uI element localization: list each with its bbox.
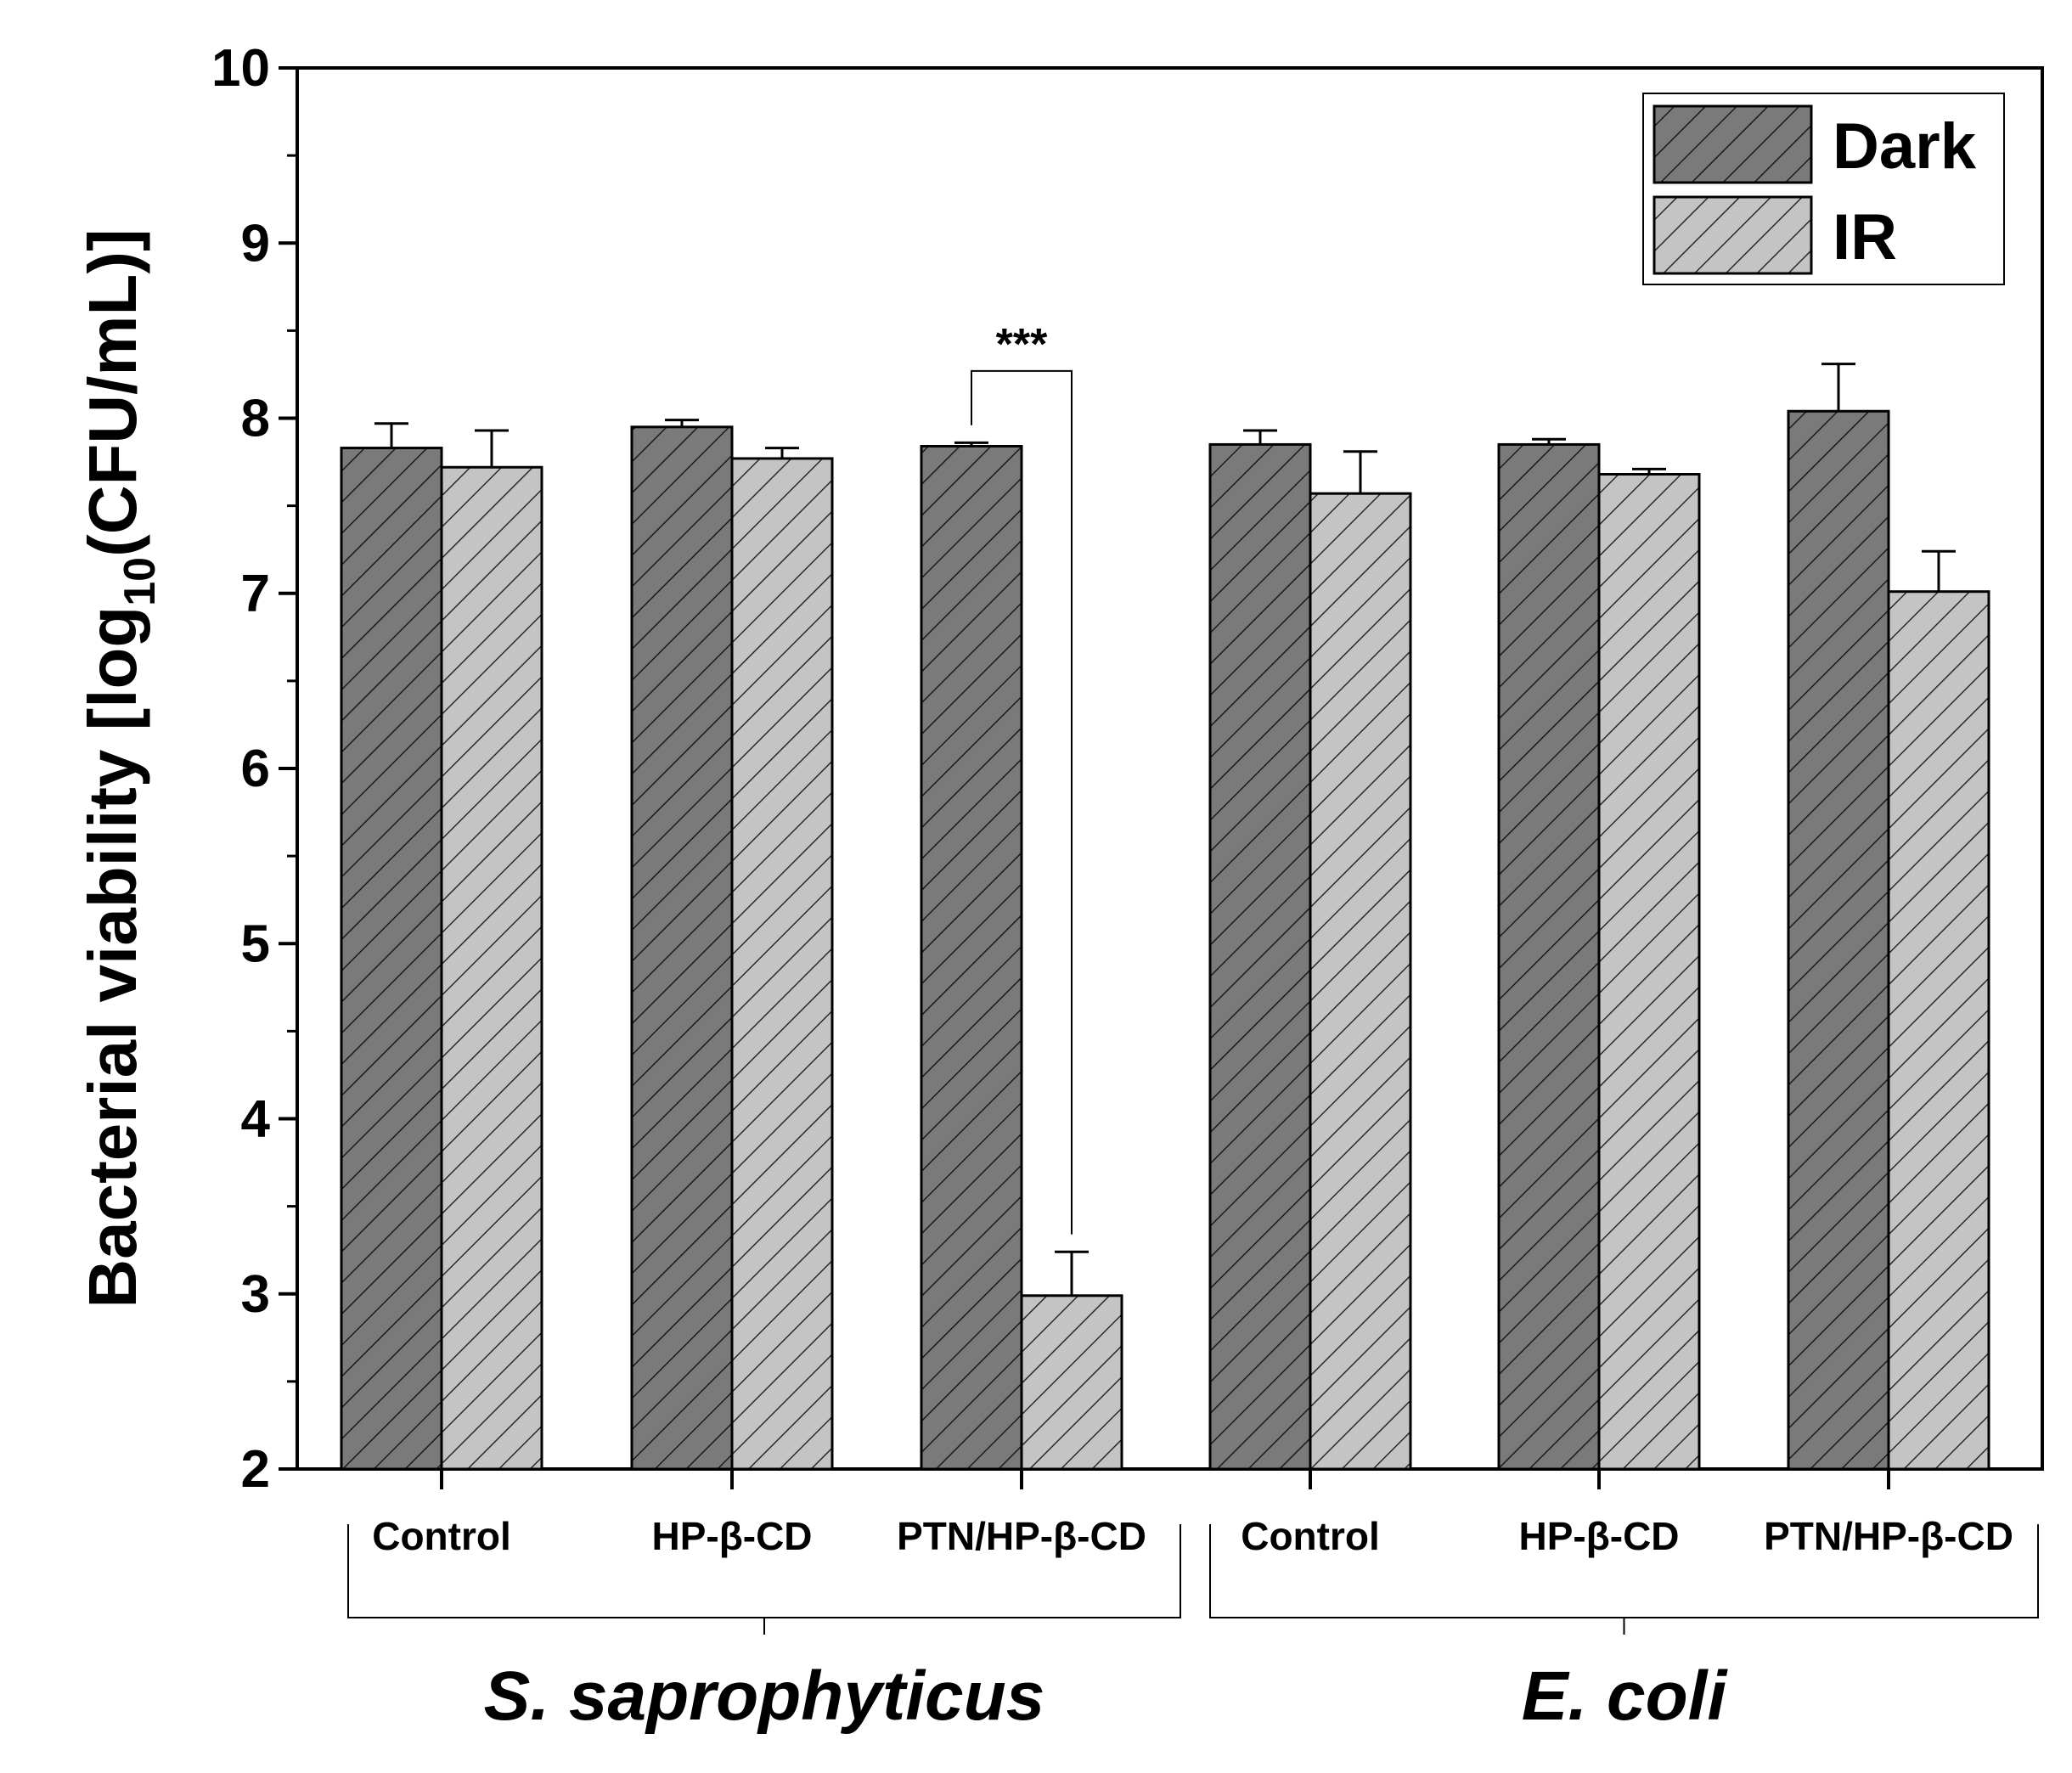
y-axis-title: Bacterial viability [log10(CFU/mL)] xyxy=(75,228,165,1308)
y-axis-title-suffix: (CFU/mL)] xyxy=(75,228,150,557)
bar-dark-3 xyxy=(920,445,1023,1471)
bar-dark-6 xyxy=(1787,409,1890,1471)
category-label: Control xyxy=(1241,1514,1380,1558)
significance-label: *** xyxy=(996,320,1048,369)
category-label: Control xyxy=(372,1514,511,1558)
category-label: PTN/HP-β-CD xyxy=(897,1514,1146,1558)
bar-dark-5 xyxy=(1497,442,1601,1471)
bar-ir-5 xyxy=(1597,473,1701,1471)
x-axis: Control HP-β-CD PTN/HP-β-CD Control HP-β-CD P… xyxy=(347,1469,2039,1735)
group-label: E. coli xyxy=(1522,1658,1729,1735)
significance-bracket xyxy=(971,369,1073,1235)
y-tick-label: 6 xyxy=(241,740,270,798)
category-label: HP-β-CD xyxy=(651,1514,812,1558)
bar-dark-2 xyxy=(630,425,734,1471)
bar-ir-6 xyxy=(1887,590,1990,1471)
y-tick-label: 4 xyxy=(241,1090,271,1149)
category-label: HP-β-CD xyxy=(1518,1514,1679,1558)
bars: *** xyxy=(340,320,1990,1471)
category-label: PTN/HP-β-CD xyxy=(1764,1514,2013,1558)
legend-label-ir: IR xyxy=(1833,201,1897,273)
bar-ir-4 xyxy=(1309,492,1412,1471)
y-tick-label: 5 xyxy=(241,915,270,973)
y-axis-title-subscript: 10 xyxy=(115,557,165,606)
legend-swatch-ir xyxy=(1653,195,1813,275)
y-tick-label: 10 xyxy=(211,39,270,98)
y-tick-label: 9 xyxy=(241,214,270,273)
y-tick-label: 8 xyxy=(241,390,270,448)
legend: Dark IR xyxy=(1642,93,2005,285)
legend-label-dark: Dark xyxy=(1833,110,1977,183)
bar-dark-4 xyxy=(1208,442,1312,1471)
bar-ir-3 xyxy=(1020,1294,1123,1471)
y-tick-label: 2 xyxy=(241,1440,270,1499)
y-axis: 2 3 4 5 6 7 8 9 10 xyxy=(211,39,297,1499)
bar-dark-1 xyxy=(340,447,443,1471)
bar-ir-2 xyxy=(730,457,834,1471)
group-label: S. saprophyticus xyxy=(484,1658,1045,1735)
bar-ir-1 xyxy=(440,465,543,1471)
y-tick-label: 3 xyxy=(241,1265,270,1324)
y-tick-label: 7 xyxy=(241,565,270,623)
legend-swatch-dark xyxy=(1653,104,1813,184)
